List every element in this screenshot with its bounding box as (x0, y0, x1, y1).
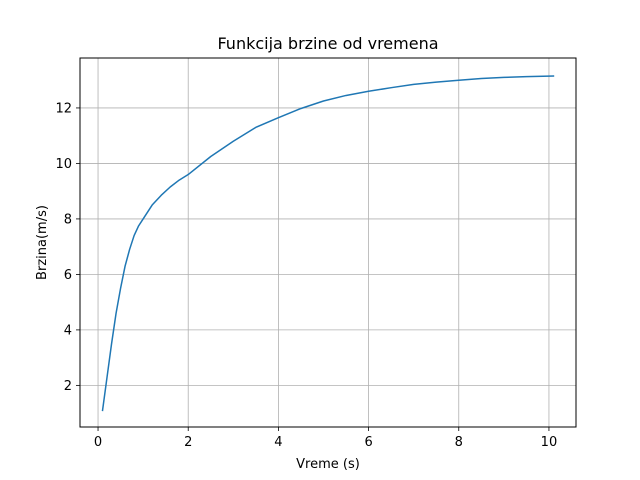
y-tick-label: 6 (64, 268, 72, 283)
x-tick-label: 0 (94, 435, 102, 450)
plot-frame (79, 57, 577, 428)
x-tick-label: 10 (541, 435, 558, 450)
y-ticks: 2 4 6 8 10 12 (55, 101, 80, 394)
series-line (101, 75, 555, 412)
y-axis-label: Brzina(m/s) (35, 205, 50, 280)
y-tick-label: 2 (64, 379, 72, 394)
y-tick-label: 8 (64, 212, 72, 227)
x-tick-label: 4 (274, 435, 282, 450)
y-tick-label: 12 (55, 101, 72, 116)
x-tick-label: 8 (455, 435, 463, 450)
x-tick-label: 6 (364, 435, 372, 450)
x-ticks: 0 2 4 6 8 10 (94, 427, 557, 450)
chart-title: Funkcija brzine od vremena (217, 34, 438, 53)
plot-line-group (101, 75, 555, 412)
x-tick-label: 2 (184, 435, 192, 450)
grid (80, 58, 576, 427)
y-tick-label: 4 (64, 323, 72, 338)
y-tick-label: 10 (55, 157, 72, 172)
x-axis-label: Vreme (s) (296, 457, 360, 472)
